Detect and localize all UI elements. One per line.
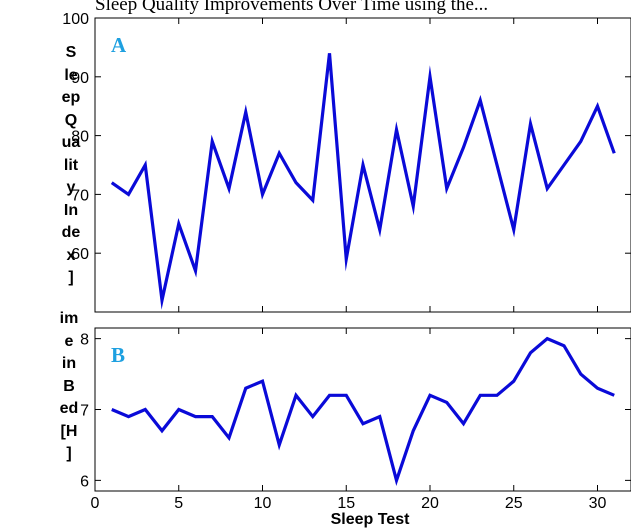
x-tick-label: 5 — [174, 495, 183, 512]
y-tick-label: 90 — [71, 70, 89, 87]
y-axis-label-line: e — [64, 332, 74, 350]
y-tick-label: 60 — [71, 246, 89, 263]
plot-frame — [94, 327, 631, 492]
y-axis-label-line: y — [66, 179, 76, 196]
series-line — [111, 336, 615, 486]
x-tick-label: 15 — [337, 495, 355, 512]
x-axis-label: Sleep Test — [330, 511, 410, 528]
y-axis-label-line: In — [63, 201, 79, 219]
x-tick-label: 10 — [254, 495, 272, 512]
y-tick-label: 70 — [71, 187, 89, 204]
y-axis-label-line: in — [61, 355, 77, 372]
panel-label: B — [111, 343, 125, 367]
y-axis-label-line: [H — [60, 422, 78, 440]
y-axis-label-line: Q — [64, 111, 78, 129]
y-tick-label: 8 — [80, 332, 89, 349]
y-tick-label: 6 — [80, 473, 89, 490]
y-axis-label-line: ed — [59, 400, 79, 417]
panel-label: A — [111, 33, 127, 57]
series-line — [110, 53, 616, 310]
y-axis-label-line: ua — [61, 134, 81, 151]
y-tick-label: 7 — [80, 403, 89, 420]
y-axis-label-line: x — [66, 246, 76, 264]
panel-a: 60 70 80 90 100 A — [62, 11, 631, 313]
y-axis-label-line: S — [65, 44, 77, 61]
panel-b: 6 7 8 0 5 10 15 20 25 30 B — [80, 327, 631, 512]
y-axis-label-line: ] — [68, 269, 74, 286]
y-axis-label-line: le — [64, 66, 78, 84]
x-tick-label: 0 — [91, 495, 100, 512]
x-tick-label: 20 — [421, 495, 439, 512]
y-axis-label-line: lit — [63, 156, 79, 174]
y-axis-label-line: de — [61, 224, 81, 241]
y-tick-label: 100 — [62, 11, 89, 28]
x-tick-label: 25 — [505, 495, 523, 512]
y-axis-label-line: ep — [61, 89, 81, 106]
y-axis-label-line: im — [59, 310, 79, 327]
clipped-caption: Sleep Quality Improvements Over Time usi… — [95, 0, 489, 15]
x-tick-label: 30 — [589, 495, 607, 512]
y-axis-label-line: B — [63, 377, 75, 395]
y-axis-label-line: ] — [66, 445, 72, 462]
y-tick-label: 80 — [71, 129, 89, 146]
